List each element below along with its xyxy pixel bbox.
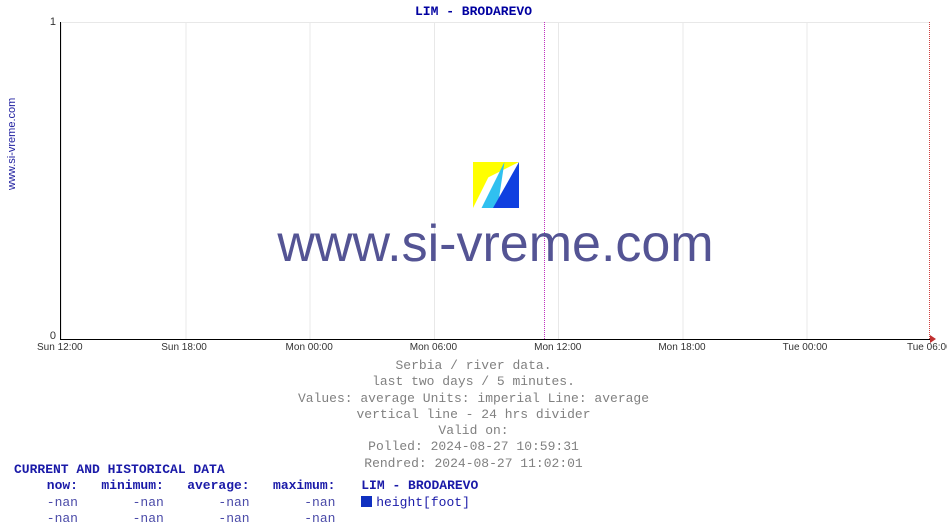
table-row: -nan -nan -nan -nan height[foot] <box>14 495 478 511</box>
cell-now: -nan <box>14 495 78 511</box>
divider-24h <box>544 22 545 339</box>
col-avg: average: <box>172 478 250 494</box>
data-columns: now: minimum: average: maximum: LIM - BR… <box>14 478 478 494</box>
end-marker <box>929 22 930 339</box>
xtick-1: Sun 18:00 <box>161 342 207 353</box>
xtick-5: Mon 18:00 <box>658 342 705 353</box>
meta-line: last two days / 5 minutes. <box>0 374 947 390</box>
data-header: CURRENT AND HISTORICAL DATA <box>14 462 478 478</box>
xtick-2: Mon 00:00 <box>286 342 333 353</box>
col-min: minimum: <box>86 478 164 494</box>
ytick-1: 1 <box>50 16 56 28</box>
cell-now: -nan <box>14 511 78 527</box>
table-row: -nan -nan -nan -nan <box>14 511 478 527</box>
cell-max: -nan <box>257 511 335 527</box>
xtick-4: Mon 12:00 <box>534 342 581 353</box>
cell-min: -nan <box>86 495 164 511</box>
cell-max: -nan <box>257 495 335 511</box>
meta-line: Valid on: <box>0 423 947 439</box>
watermark: www.si-vreme.com <box>61 162 930 274</box>
xtick-6: Tue 00:00 <box>783 342 828 353</box>
watermark-text: www.si-vreme.com <box>277 215 713 273</box>
xtick-0: Sun 12:00 <box>37 342 83 353</box>
chart-title: LIM - BRODAREVO <box>0 4 947 19</box>
series-swatch-icon <box>361 496 372 507</box>
chart-metadata: Serbia / river data. last two days / 5 m… <box>0 358 947 472</box>
meta-line: Serbia / river data. <box>0 358 947 374</box>
xtick-7: Tue 06:00 <box>907 342 947 353</box>
ytick-0: 0 <box>50 330 56 342</box>
chart-plot-area: www.si-vreme.com 1 0 Sun 12:00 Sun 18:00… <box>60 22 930 340</box>
cell-avg: -nan <box>172 495 250 511</box>
cell-min: -nan <box>86 511 164 527</box>
meta-line: vertical line - 24 hrs divider <box>0 407 947 423</box>
meta-line: Polled: 2024-08-27 10:59:31 <box>0 439 947 455</box>
col-now: now: <box>14 478 78 494</box>
y-axis-source-label: www.si-vreme.com <box>6 98 18 190</box>
xtick-3: Mon 06:00 <box>410 342 457 353</box>
series-name: height[foot] <box>376 495 470 511</box>
meta-line: Values: average Units: imperial Line: av… <box>0 391 947 407</box>
data-table: CURRENT AND HISTORICAL DATA now: minimum… <box>14 462 478 527</box>
cell-avg: -nan <box>172 511 250 527</box>
cell-series: height[foot] <box>343 495 470 511</box>
col-series: LIM - BRODAREVO <box>343 478 478 494</box>
col-max: maximum: <box>257 478 335 494</box>
watermark-logo-icon <box>473 162 519 208</box>
